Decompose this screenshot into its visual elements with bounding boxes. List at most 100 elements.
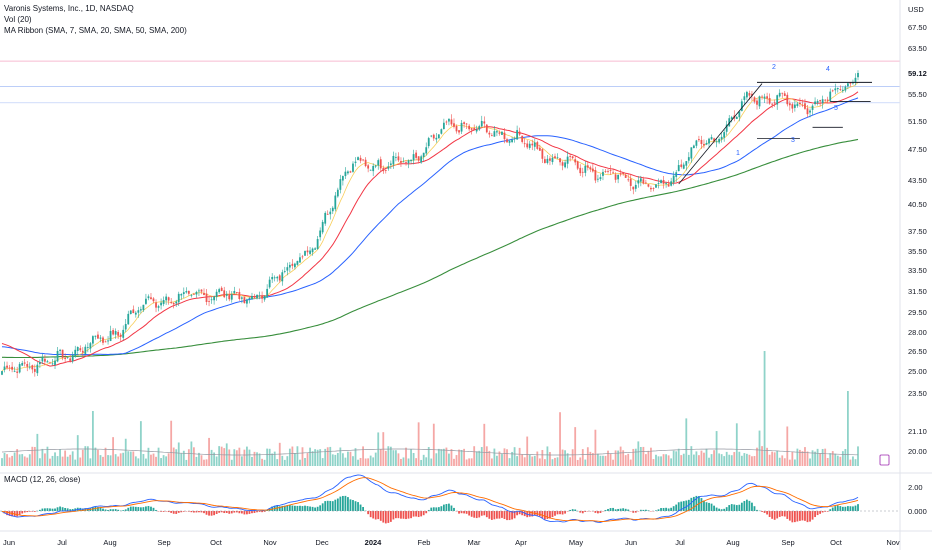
candle-body xyxy=(84,346,87,354)
macd-histogram-bar xyxy=(811,511,814,520)
volume-bar xyxy=(263,459,266,466)
volume-bar xyxy=(76,435,79,466)
macd-histogram-bar xyxy=(177,511,180,513)
price-tick-label: 23.50 xyxy=(908,389,927,398)
volume-bar xyxy=(738,451,741,466)
volume-bar xyxy=(806,451,809,466)
macd-histogram-bar xyxy=(205,511,208,515)
volume-bar xyxy=(516,456,519,466)
macd-histogram-bar xyxy=(501,511,503,518)
candle-body xyxy=(846,83,849,87)
candle-body xyxy=(102,337,104,343)
volume-bar xyxy=(591,453,594,466)
macd-histogram-bar xyxy=(114,509,117,511)
candle-body xyxy=(788,103,791,106)
candle-body xyxy=(523,143,526,145)
macd-histogram-bar xyxy=(334,499,337,511)
volume-bar xyxy=(213,452,216,466)
volume-bar xyxy=(170,420,173,466)
macd-histogram-bar xyxy=(99,507,102,511)
candle-body xyxy=(331,207,334,212)
volume-bar xyxy=(200,455,203,466)
macd-histogram-bar xyxy=(180,511,183,513)
candle-body xyxy=(28,366,31,368)
candle-body xyxy=(195,291,198,295)
macd-histogram-bar xyxy=(655,510,657,511)
macd-histogram-bar xyxy=(468,511,471,516)
macd-histogram-bar xyxy=(478,511,481,518)
candle-body xyxy=(377,160,380,166)
macd-histogram-bar xyxy=(854,505,857,511)
macd-histogram-bar xyxy=(344,495,347,511)
macd-histogram-bar xyxy=(804,511,806,521)
macd-histogram-bar xyxy=(198,511,200,513)
volume-bar xyxy=(319,449,322,466)
candle-body xyxy=(437,134,440,139)
candle-body xyxy=(743,96,746,100)
volume-bar xyxy=(614,450,617,466)
macd-histogram-bar xyxy=(97,507,99,511)
macd-histogram-bar xyxy=(475,511,478,519)
macd-histogram-bar xyxy=(437,507,440,511)
volume-bar xyxy=(46,446,49,466)
candle-body xyxy=(129,310,132,315)
wave-label: 4 xyxy=(826,66,830,73)
candle-body xyxy=(700,139,703,145)
candle-body xyxy=(139,309,142,311)
time-tick-label: May xyxy=(569,538,583,547)
candle-body xyxy=(132,309,135,314)
volume-bar xyxy=(253,451,256,466)
macd-histogram-bar xyxy=(607,508,609,511)
macd-histogram-bar xyxy=(107,509,109,511)
macd-histogram-bar xyxy=(167,511,170,513)
candle-body xyxy=(551,157,554,163)
volume-bar xyxy=(283,459,286,466)
macd-histogram-bar xyxy=(836,505,839,511)
candle-body xyxy=(213,296,216,301)
candle-body xyxy=(268,279,271,288)
candle-body xyxy=(281,272,284,282)
volume-bar xyxy=(584,459,587,466)
candle-body xyxy=(349,171,352,173)
candle-body xyxy=(165,296,168,301)
volume-bar xyxy=(597,453,599,466)
volume-bar xyxy=(84,446,87,466)
volume-bar xyxy=(682,453,685,466)
macd-histogram-bar xyxy=(432,507,435,511)
macd-histogram-bar xyxy=(23,511,26,513)
candle-body xyxy=(263,296,266,300)
candle-body xyxy=(763,96,766,99)
volume-bar xyxy=(354,448,357,466)
macd-histogram-bar xyxy=(680,501,683,511)
volume-bar xyxy=(713,450,715,466)
volume-bar xyxy=(831,451,834,466)
volume-bar xyxy=(331,454,334,466)
macd-histogram-bar xyxy=(367,511,370,515)
macd-histogram-bar xyxy=(549,511,551,519)
volume-bar xyxy=(296,446,299,466)
macd-histogram-bar xyxy=(824,511,827,512)
macd-histogram-bar xyxy=(442,504,445,511)
candle-body xyxy=(160,302,162,306)
volume-bar xyxy=(314,449,317,466)
macd-histogram-bar xyxy=(218,511,221,513)
volume-bar xyxy=(316,449,319,466)
candle-body xyxy=(791,104,794,109)
candle-body xyxy=(374,165,377,167)
volume-bar xyxy=(352,456,354,466)
candle-body xyxy=(475,129,478,132)
candle-body xyxy=(49,362,51,364)
volume-bar xyxy=(463,448,465,466)
volume-bar xyxy=(647,450,650,466)
macd-histogram-bar xyxy=(213,511,216,516)
candle-body xyxy=(566,156,569,164)
macd-histogram-bar xyxy=(556,511,559,515)
candle-body xyxy=(639,178,642,182)
time-tick-label: Aug xyxy=(103,538,116,547)
candle-body xyxy=(445,121,448,123)
volume-bar xyxy=(435,453,438,466)
volume-bar xyxy=(751,456,753,466)
candle-body xyxy=(329,211,332,215)
macd-histogram-bar xyxy=(18,511,21,515)
